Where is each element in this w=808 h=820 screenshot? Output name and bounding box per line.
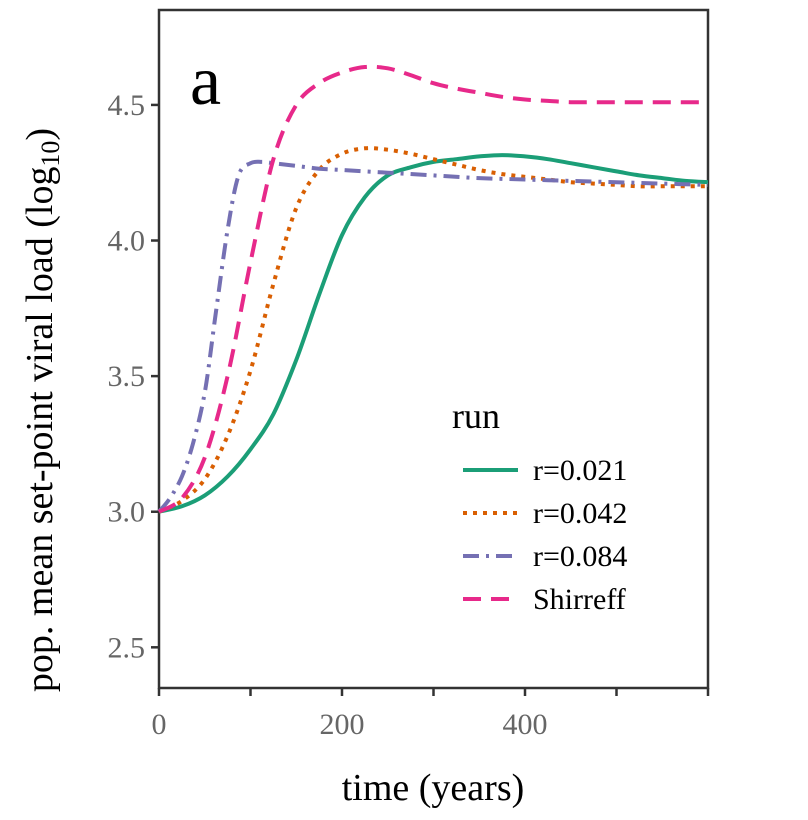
y-tick-label-3: 4.0 bbox=[108, 225, 146, 258]
y-axis: 2.5 3.0 3.5 4.0 4.5 bbox=[108, 89, 159, 664]
y-tick-label-1: 3.0 bbox=[108, 496, 146, 529]
series-line-0 bbox=[158, 153, 709, 514]
legend-label-1: r=0.042 bbox=[533, 497, 627, 530]
y-axis-title-subscript: 10 bbox=[36, 141, 65, 167]
x-tick-label-1: 200 bbox=[320, 708, 365, 741]
legend-label-2: r=0.084 bbox=[533, 540, 627, 573]
y-tick-label-0: 2.5 bbox=[108, 631, 146, 664]
y-axis-title-main: pop. mean set-point viral load (log bbox=[19, 167, 61, 693]
y-tick-label-2: 3.5 bbox=[108, 360, 146, 393]
y-axis-title: pop. mean set-point viral load (log10) bbox=[19, 128, 65, 692]
legend: run r=0.021 r=0.042 r=0.084 Shirreff bbox=[452, 396, 627, 616]
legend-title: run bbox=[452, 396, 500, 436]
panel-label: a bbox=[190, 43, 221, 120]
plot-panel bbox=[157, 8, 710, 690]
x-tick-label-2: 400 bbox=[503, 708, 548, 741]
legend-label-3: Shirreff bbox=[533, 583, 626, 616]
series-line-2 bbox=[157, 159, 709, 513]
legend-label-0: r=0.021 bbox=[533, 454, 627, 487]
y-axis-title-end: ) bbox=[19, 128, 61, 141]
x-tick-label-0: 0 bbox=[152, 708, 167, 741]
x-axis: 0 200 400 bbox=[152, 688, 710, 741]
series-layer bbox=[157, 64, 709, 514]
y-tick-label-4: 4.5 bbox=[108, 89, 146, 122]
x-axis-title: time (years) bbox=[342, 767, 525, 809]
